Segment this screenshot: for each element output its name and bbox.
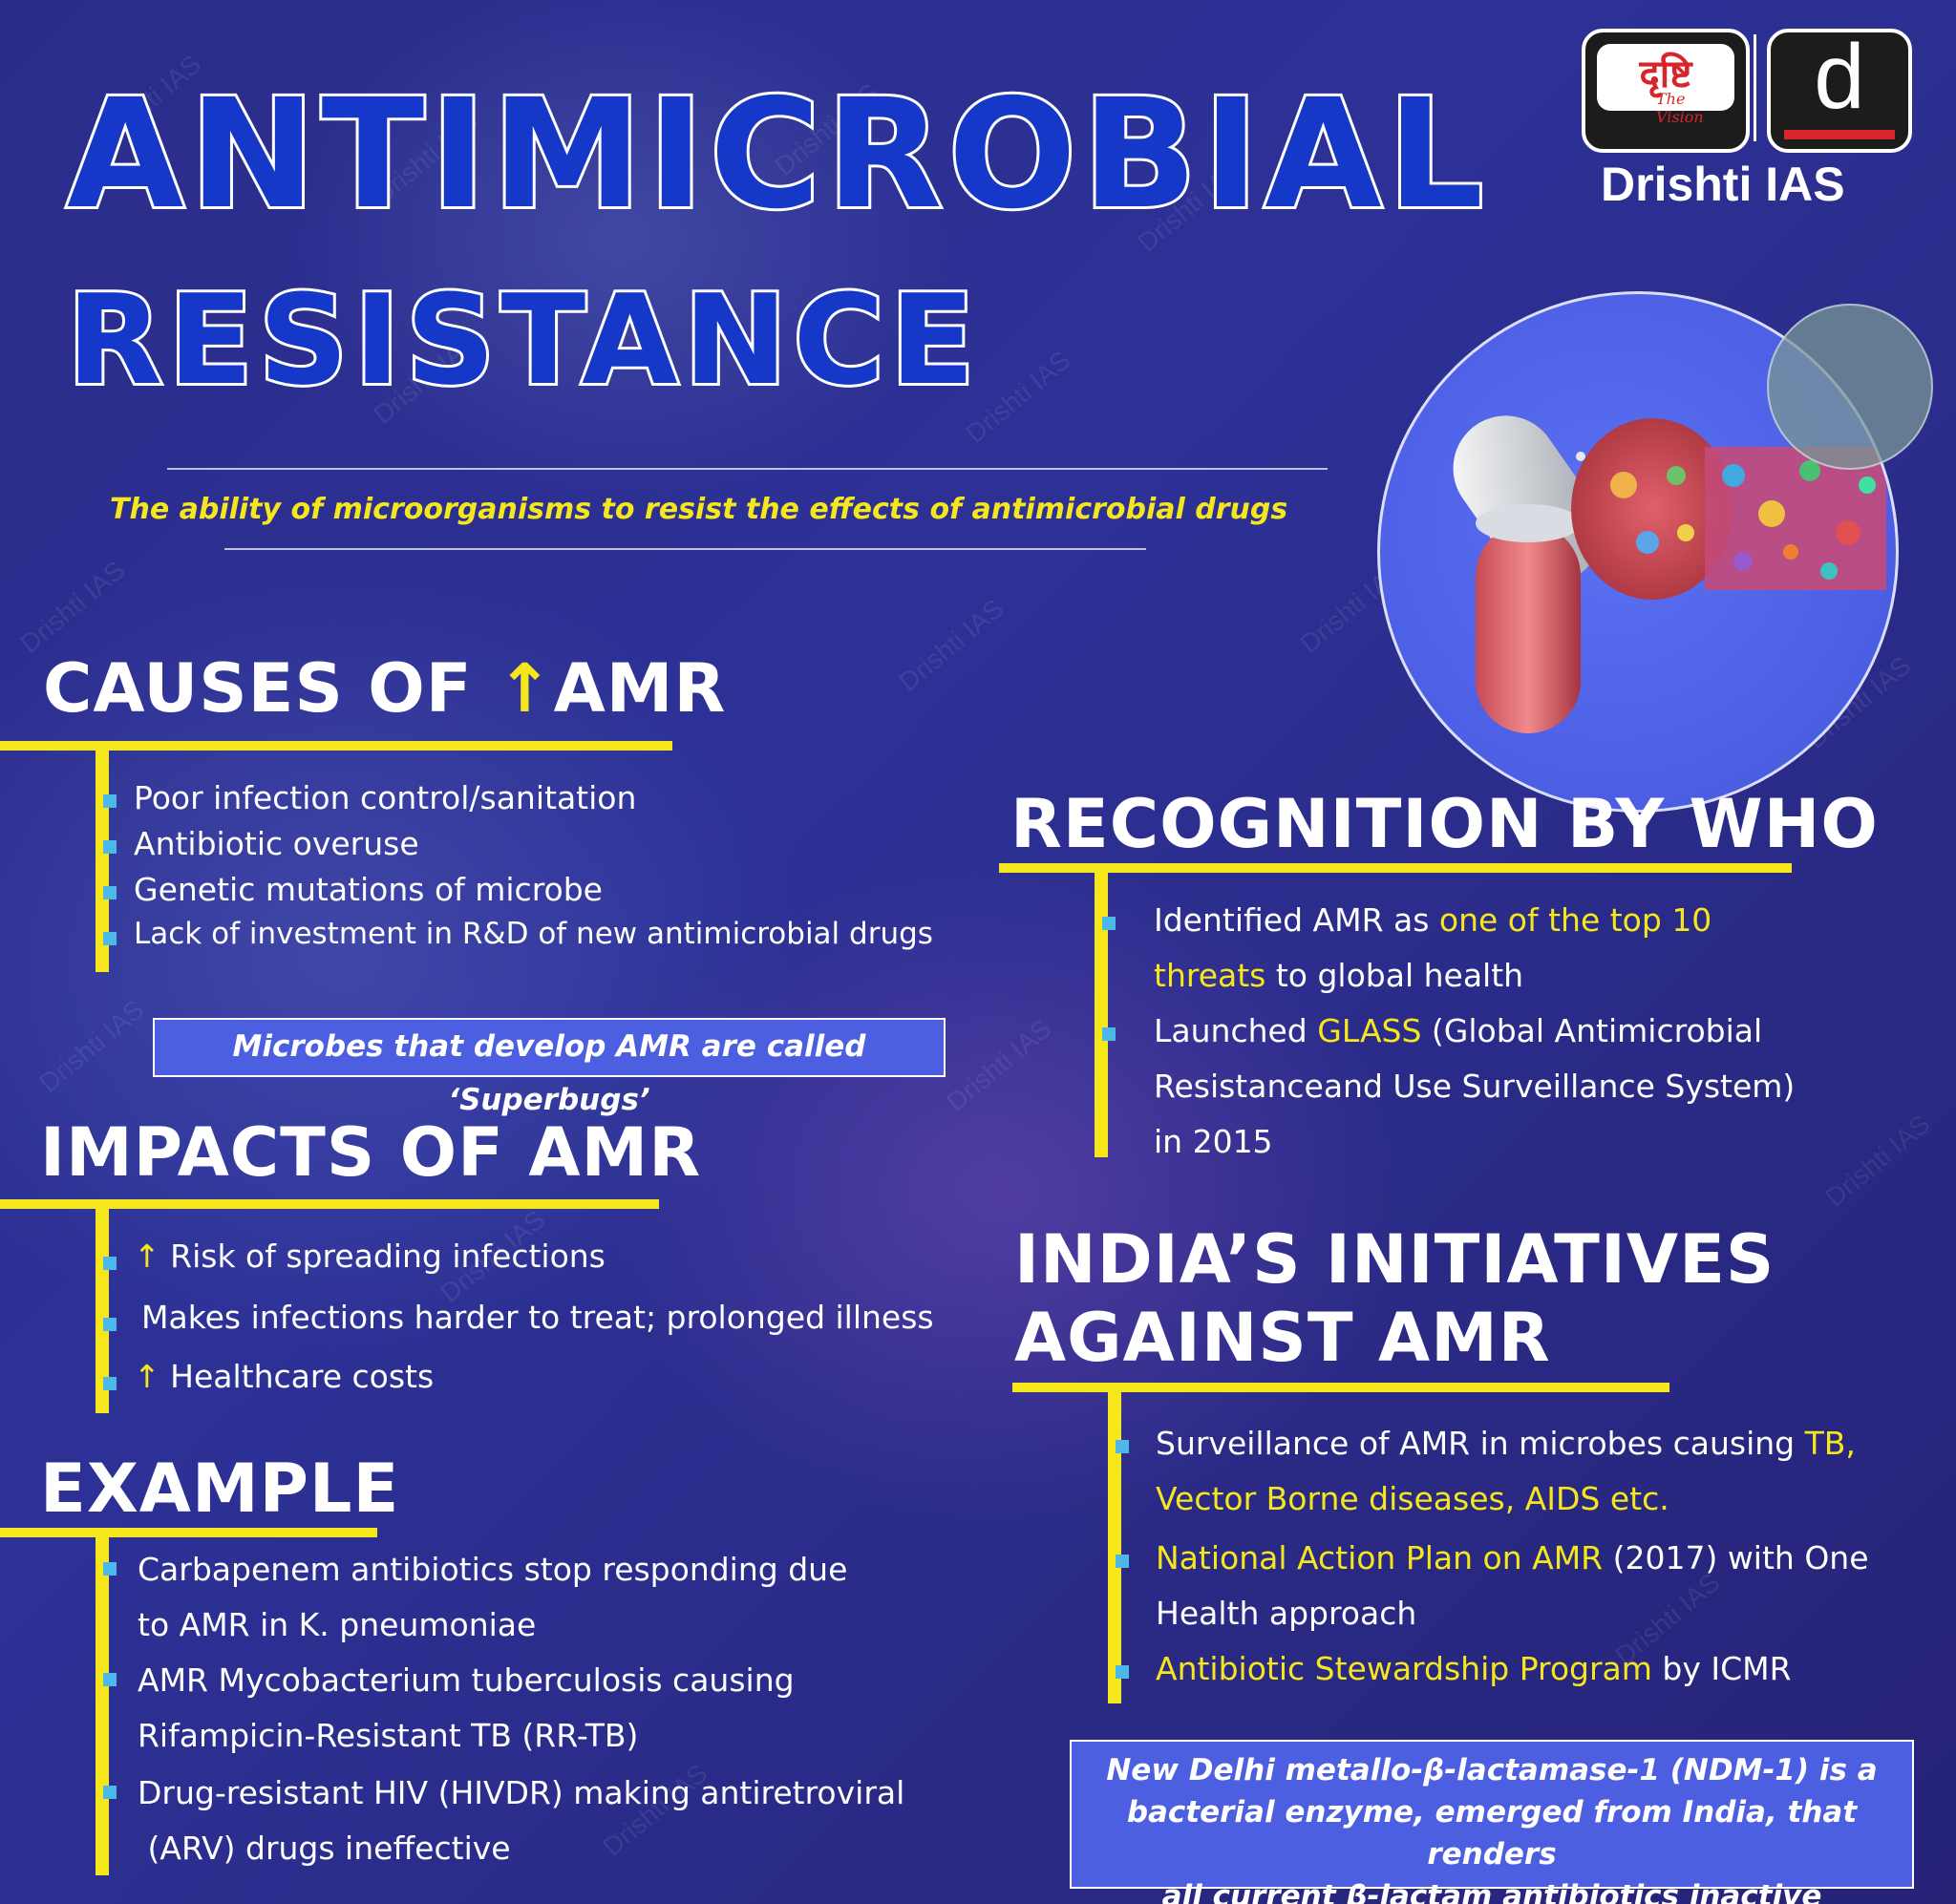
india-heading-line2: AGAINST AMR [1014, 1299, 1551, 1377]
impacts-item: ↑ Healthcare costs [134, 1358, 435, 1395]
india-item-2-cont: Health approach [1156, 1595, 1417, 1632]
impacts-item: ↑ Risk of spreading infections [134, 1238, 606, 1275]
india-connector [1108, 1386, 1121, 1703]
bullet-icon [1116, 1665, 1129, 1679]
causes-heading: CAUSES OF ↑AMR [43, 649, 726, 728]
india-underline [1012, 1383, 1669, 1392]
causes-item: Poor infection control/sanitation [134, 779, 637, 816]
india-item-1-cont: Vector Borne diseases, AIDS etc. [1156, 1480, 1669, 1517]
bullet-icon [103, 1318, 117, 1331]
india-item-2: National Action Plan on AMR (2017) with … [1156, 1539, 1869, 1576]
ndm1-note: New Delhi metallo-β-lactamase-1 (NDM-1) … [1070, 1740, 1914, 1904]
example-line: AMR Mycobacterium tuberculosis causing [138, 1661, 795, 1699]
ndm1-note-line: New Delhi metallo-β-lactamase-1 (NDM-1) … [1106, 1753, 1878, 1788]
watermark: Drishti IAS [1819, 1109, 1936, 1213]
impacts-underline [0, 1199, 659, 1209]
impacts-heading: IMPACTS OF AMR [40, 1113, 702, 1192]
up-arrow-icon: ↑ [496, 649, 554, 728]
bullet-icon [1116, 1440, 1129, 1453]
main-title: ANTIMICROBIAL [64, 64, 1490, 245]
divider-top [167, 468, 1328, 470]
impacts-connector [96, 1203, 109, 1413]
ndm1-note-line: all current β-lactam antibiotics inactiv… [1161, 1879, 1822, 1904]
india-item-1: Surveillance of AMR in microbes causing … [1156, 1425, 1856, 1462]
bullet-icon [103, 1673, 117, 1686]
logo-separator [1754, 34, 1756, 141]
who-connector [1095, 867, 1108, 1157]
d-logo: d [1767, 26, 1912, 153]
example-line: Drug-resistant HIV (HIVDR) making antire… [138, 1774, 905, 1811]
causes-heading-pre: CAUSES OF [43, 649, 497, 728]
impacts-item: Makes infections harder to treat; prolon… [141, 1299, 934, 1336]
logo-badge: दृष्टि The Vision [1597, 44, 1734, 126]
drishti-logo: दृष्टि The Vision [1582, 29, 1750, 153]
bullet-icon [103, 840, 117, 854]
example-line: (ARV) drugs ineffective [138, 1830, 511, 1867]
definition-text: The ability of microorganisms to resist … [110, 493, 1288, 526]
logo-wordmark: दृष्टि [1639, 53, 1692, 96]
brand-name: Drishti IAS [1601, 158, 1845, 211]
capsule-microbe-illustration [1453, 415, 1886, 733]
watermark: Drishti IAS [33, 994, 150, 1098]
bullet-icon [103, 1786, 117, 1799]
bullet-icon [1116, 1555, 1129, 1568]
logo-tagline: The Vision [1656, 90, 1704, 126]
bullet-icon [103, 886, 117, 899]
superbugs-note: Microbes that develop AMR are called ‘Su… [153, 1018, 946, 1117]
ndm1-note-line: bacterial enzyme, emerged from India, th… [1126, 1795, 1858, 1872]
d-letter: d [1814, 26, 1865, 128]
bullet-icon [103, 1257, 117, 1270]
bullet-icon [103, 1562, 117, 1576]
example-connector [96, 1532, 109, 1875]
who-item-2-year: in 2015 [1154, 1123, 1273, 1160]
decorative-circle [1767, 304, 1933, 470]
bullet-icon [103, 932, 117, 945]
who-underline [999, 863, 1792, 873]
d-logo-underline [1784, 130, 1895, 139]
example-heading: EXAMPLE [40, 1449, 400, 1528]
india-heading-line1: INDIA’S INITIATIVES [1014, 1220, 1775, 1299]
example-line: Rifampicin-Resistant TB (RR-TB) [138, 1717, 639, 1754]
example-line: Carbapenem antibiotics stop responding d… [138, 1551, 848, 1588]
causes-item: Lack of investment in R&D of new antimic… [134, 917, 933, 951]
bullet-icon [1102, 1027, 1116, 1041]
causes-item: Antibiotic overuse [134, 825, 419, 862]
causes-item: Genetic mutations of microbe [134, 871, 603, 908]
divider-bottom [224, 548, 1146, 550]
bullet-icon [103, 1377, 117, 1390]
main-title-line2: RESISTANCE [64, 264, 981, 415]
watermark: Drishti IAS [941, 1013, 1057, 1117]
india-item-3: Antibiotic Stewardship Program by ICMR [1156, 1650, 1792, 1687]
example-underline [0, 1528, 377, 1537]
watermark: Drishti IAS [893, 593, 1010, 697]
example-line: to AMR in K. pneumoniae [138, 1606, 537, 1643]
india-heading: INDIA’S INITIATIVES AGAINST AMR [1014, 1220, 1775, 1377]
who-item-1-cont: threats to global health [1154, 957, 1524, 994]
bullet-icon [103, 794, 117, 808]
who-heading: RECOGNITION BY WHO [1010, 785, 1879, 863]
who-item-2-cont: Resistanceand Use Surveillance System) [1154, 1068, 1796, 1105]
causes-underline [0, 741, 672, 751]
bullet-icon [1102, 917, 1116, 930]
up-arrow-icon: ↑ [134, 1358, 160, 1395]
up-arrow-icon: ↑ [134, 1238, 160, 1275]
causes-heading-post: AMR [553, 649, 727, 728]
watermark: Drishti IAS [14, 555, 131, 659]
who-item-2: Launched GLASS (Global Antimicrobial [1154, 1012, 1763, 1049]
who-item-1: Identified AMR as one of the top 10 [1154, 901, 1712, 939]
